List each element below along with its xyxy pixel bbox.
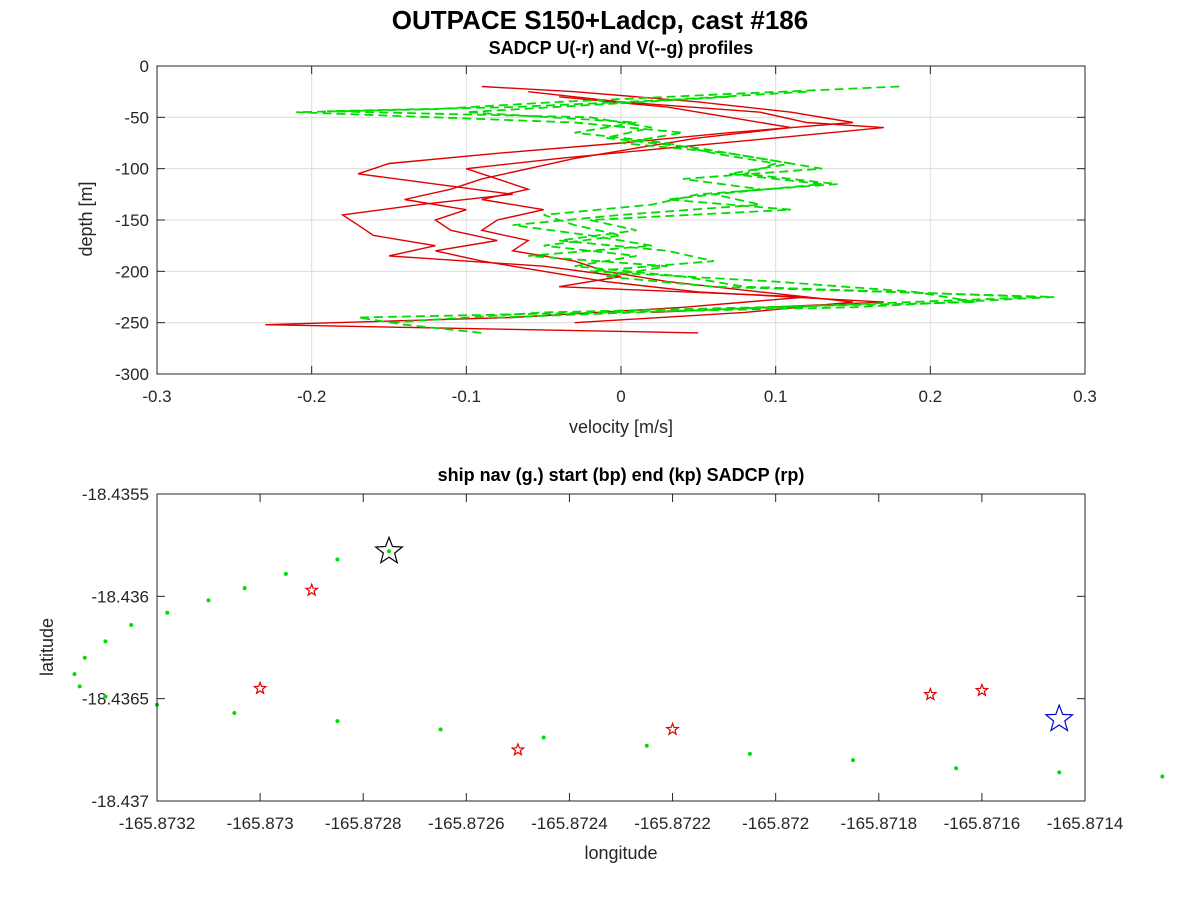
nav-point (335, 557, 340, 562)
nav-point (77, 684, 82, 689)
nav-point (541, 735, 546, 740)
nav-ytick-label: -18.436 (91, 587, 149, 606)
nav-point (1057, 770, 1062, 775)
profile-ytick-label: -50 (124, 108, 149, 127)
profile-ytick-label: -200 (115, 262, 149, 281)
nav-ytick-label: -18.4355 (82, 485, 149, 504)
figure-title: OUTPACE S150+Ladcp, cast #186 (392, 5, 808, 35)
profile-plot-xlabel: velocity [m/s] (569, 417, 673, 437)
start-marker (1044, 703, 1075, 732)
nav-plot-xlabel: longitude (584, 843, 657, 863)
nav-point (72, 672, 77, 677)
nav-plot: ship nav (g.) start (bp) end (kp) SADCP … (37, 465, 1165, 863)
nav-xtick-label: -165.8728 (325, 814, 402, 833)
nav-xtick-label: -165.8718 (840, 814, 917, 833)
profile-xtick-label: -0.3 (142, 387, 171, 406)
u-profile-line-2 (466, 91, 884, 324)
sadcp-marker (252, 680, 268, 695)
profile-ytick-label: -250 (115, 314, 149, 333)
nav-xtick-label: -165.873 (227, 814, 294, 833)
profile-ytick-label: -300 (115, 365, 149, 384)
nav-point (644, 743, 649, 748)
profile-plot-title: SADCP U(-r) and V(--g) profiles (489, 38, 754, 58)
nav-plot-frame (156, 493, 1086, 802)
nav-plot-title: ship nav (g.) start (bp) end (kp) SADCP … (438, 465, 805, 485)
sadcp-marker (974, 682, 990, 697)
nav-point (1160, 774, 1165, 779)
nav-xtick-label: -165.8716 (944, 814, 1021, 833)
nav-point (438, 727, 443, 732)
profile-xtick-label: 0.1 (764, 387, 788, 406)
profile-plot: SADCP U(-r) and V(--g) profiles velocity… (76, 38, 1097, 437)
profile-ytick-label: 0 (140, 57, 149, 76)
nav-point (387, 549, 391, 554)
nav-xtick-label: -165.8722 (634, 814, 711, 833)
profile-xtick-label: 0 (616, 387, 625, 406)
nav-point (82, 655, 87, 660)
nav-point (954, 766, 959, 771)
profile-xtick-label: 0.3 (1073, 387, 1097, 406)
nav-point (103, 694, 108, 699)
profile-xtick-label: -0.2 (297, 387, 326, 406)
sadcp-marker (923, 686, 938, 701)
profile-plot-frame (156, 65, 1086, 375)
sadcp-marker (304, 582, 320, 597)
nav-point (747, 751, 752, 756)
sadcp-marker (510, 742, 526, 757)
nav-xtick-label: -165.8726 (428, 814, 505, 833)
nav-point (851, 758, 855, 763)
profile-ytick-label: -150 (115, 211, 149, 230)
v-profile-line-2 (327, 90, 977, 324)
u-profile-line-3 (404, 96, 884, 314)
nav-xtick-label: -165.872 (742, 814, 809, 833)
nav-point (206, 598, 211, 603)
sadcp-marker (665, 721, 680, 736)
nav-point (103, 639, 108, 644)
nav-point (232, 710, 237, 715)
nav-point (129, 622, 134, 627)
nav-point (283, 571, 288, 576)
end-marker (374, 535, 404, 564)
nav-xtick-label: -165.8714 (1047, 814, 1124, 833)
nav-ytick-label: -18.437 (91, 792, 149, 811)
profile-xtick-label: 0.2 (919, 387, 943, 406)
nav-xtick-label: -165.8732 (119, 814, 196, 833)
nav-point (335, 719, 340, 724)
profile-plot-ylabel: depth [m] (76, 181, 96, 256)
nav-ytick-label: -18.4365 (82, 690, 149, 709)
v-profile-line-3 (466, 95, 1039, 319)
nav-point (242, 586, 247, 591)
profile-ytick-label: -100 (115, 160, 149, 179)
nav-xtick-label: -165.8724 (531, 814, 608, 833)
nav-point (165, 610, 170, 615)
profile-xtick-label: -0.1 (452, 387, 481, 406)
nav-plot-ylabel: latitude (37, 618, 57, 676)
